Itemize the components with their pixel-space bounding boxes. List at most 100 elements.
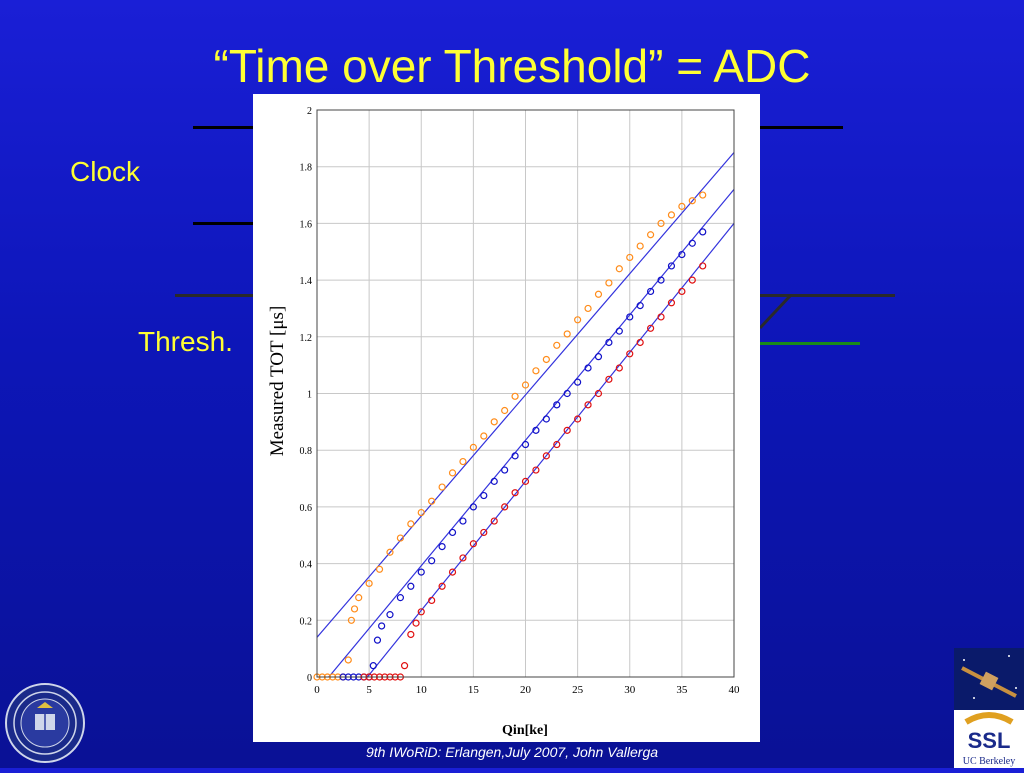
data-point: [448, 469, 457, 477]
data-point: [480, 491, 488, 500]
data-point: [688, 197, 696, 205]
data-point: [574, 316, 582, 324]
data-points: [313, 191, 707, 681]
ssl-logo-subtext: UC Berkeley: [963, 756, 1016, 767]
plot-frame: [316, 109, 735, 678]
y-tick-label: 0.2: [300, 616, 313, 627]
y-tick-label: 0.4: [300, 560, 313, 571]
data-point: [386, 611, 394, 619]
ssl-logo: SSL UC Berkeley: [954, 648, 1024, 768]
fit-lines: [317, 152, 735, 677]
data-point: [459, 517, 467, 525]
y-tick-label: 0.8: [300, 446, 313, 457]
x-tick-label: 40: [729, 684, 741, 696]
data-point: [657, 313, 665, 321]
data-point: [542, 452, 550, 460]
tot-plot: 0 5 10 15 20 25 30 35 40 0 0.2 0.4 0.6 0.8 1 1.2 1.4 1.6 1…: [253, 94, 760, 742]
thresh-label: Thresh.: [138, 326, 233, 357]
data-point: [584, 401, 592, 409]
data-point: [584, 364, 592, 372]
footer-text: 9th IWoRiD: Erlangen,July 2007, John Val…: [365, 744, 659, 760]
data-point: [365, 579, 373, 588]
data-point: [407, 520, 415, 528]
y-tick-label: 0.6: [300, 503, 313, 514]
data-point: [542, 355, 550, 364]
data-point: [542, 415, 550, 423]
x-tick-label: 35: [676, 684, 688, 696]
data-point: [355, 594, 363, 602]
y-tick-label: 1.2: [300, 333, 313, 344]
data-point: [448, 568, 457, 576]
data-point: [347, 616, 356, 624]
y-tick-label: 2: [307, 106, 312, 117]
data-point: [657, 219, 665, 227]
data-point: [417, 508, 425, 517]
data-point: [375, 565, 384, 573]
data-point: [563, 426, 571, 434]
data-point: [615, 364, 623, 372]
data-point: [501, 503, 509, 511]
x-tick-label: 20: [520, 684, 532, 696]
data-point: [412, 619, 420, 627]
data-point: [699, 191, 707, 199]
data-point: [490, 477, 498, 485]
data-point: [521, 440, 530, 449]
data-point: [594, 353, 603, 361]
axes: 0 5 10 15 20 25 30 35 40 0 0.2 0.4 0.6 0.8 1 1.2 1.4 1.6 1…: [300, 106, 741, 696]
threshold-line: [760, 342, 860, 345]
y-tick-label: 0: [307, 673, 312, 684]
data-point: [428, 497, 436, 505]
data-point: [605, 375, 613, 383]
data-point: [688, 276, 696, 284]
y-tick-label: 1.6: [300, 219, 313, 230]
data-point: [626, 253, 634, 262]
data-point: [521, 381, 530, 389]
y-tick-label: 1.4: [300, 276, 313, 287]
data-point: [678, 202, 686, 210]
grid: [316, 109, 735, 678]
data-point: [428, 596, 436, 605]
data-point: [378, 622, 386, 630]
data-point: [469, 503, 477, 511]
data-point: [626, 350, 634, 358]
data-point: [626, 313, 634, 321]
data-point: [407, 582, 415, 590]
data-point: [386, 548, 394, 556]
y-tick-label: 1.8: [300, 163, 313, 174]
data-point: [417, 608, 425, 616]
data-point: [350, 605, 359, 613]
ssl-logo-text: SSL: [968, 728, 1011, 753]
data-point: [428, 557, 436, 565]
data-point: [490, 517, 498, 525]
fit-line: [366, 223, 735, 677]
data-point: [678, 250, 686, 259]
data-point: [615, 265, 623, 273]
data-point: [688, 239, 696, 247]
data-point: [511, 452, 519, 460]
data-point: [469, 443, 477, 451]
x-tick-label: 5: [366, 684, 372, 696]
data-point: [396, 534, 404, 542]
data-point: [667, 262, 676, 270]
tot-chart-svg: 0 5 10 15 20 25 30 35 40 0 0.2 0.4 0.6 0.8 1 1.2 1.4 1.6 1…: [267, 106, 741, 738]
data-point: [594, 389, 603, 398]
data-point: [532, 367, 540, 375]
data-point: [678, 287, 686, 296]
data-point: [396, 594, 404, 602]
x-tick-label: 25: [572, 684, 584, 696]
data-point: [417, 568, 425, 576]
data-point: [438, 483, 446, 491]
x-tick-label: 15: [468, 684, 480, 696]
x-tick-label: 30: [624, 684, 636, 696]
data-point: [448, 528, 457, 537]
signal-slope: [758, 294, 792, 330]
data-point: [647, 287, 655, 296]
ssl-logo-graphic: SSL UC Berkeley: [954, 648, 1024, 768]
data-point: [636, 338, 644, 347]
data-point: [647, 324, 655, 332]
data-point: [667, 299, 676, 307]
fit-line: [317, 152, 735, 638]
data-point: [699, 228, 707, 236]
x-tick-label: 10: [416, 684, 428, 696]
data-point: [521, 477, 530, 485]
